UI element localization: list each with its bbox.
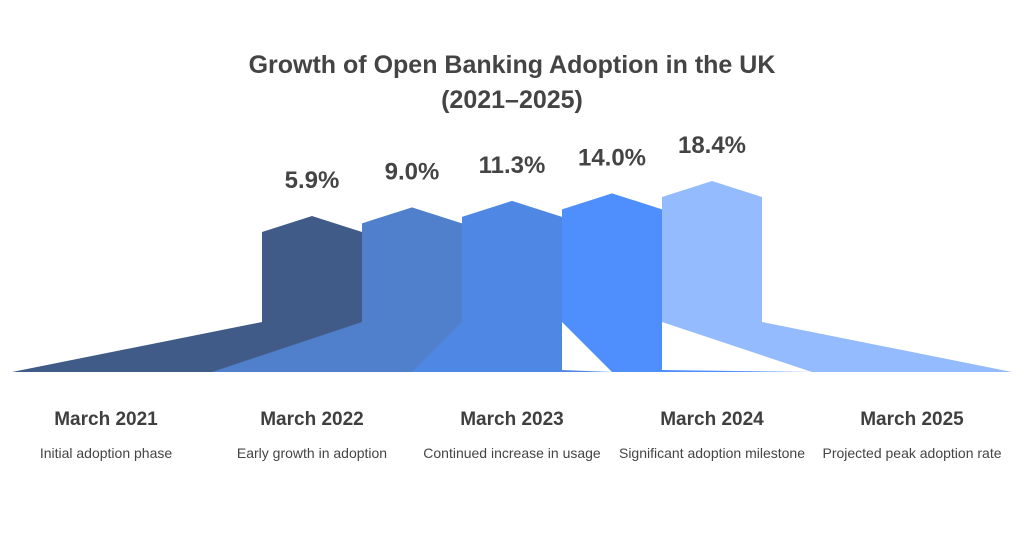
value-label-2: 9.0% <box>385 158 440 185</box>
bar-1 <box>12 216 362 372</box>
category-block-4: March 2024 Significant adoption milestone <box>617 406 807 463</box>
category-description: Significant adoption milestone <box>618 445 805 461</box>
category-description: Early growth in adoption <box>236 445 388 461</box>
value-label-3: 11.3% <box>479 152 546 179</box>
category-label: March 2024 <box>660 409 764 430</box>
value-label-4: 14.0% <box>578 144 646 171</box>
chart-title-line1: Growth of Open Banking Adoption in the U… <box>248 51 776 79</box>
value-label-1: 5.9% <box>285 167 340 194</box>
category-description: Projected peak adoption rate <box>822 445 1002 461</box>
bar-5 <box>662 181 1012 372</box>
value-label-5: 18.4% <box>678 132 746 159</box>
chart-title: Growth of Open Banking Adoption in the U… <box>0 48 1024 118</box>
category-label: March 2022 <box>260 409 364 430</box>
bar-4 <box>562 193 812 372</box>
category-description: Initial adoption phase <box>39 445 173 461</box>
category-label: March 2023 <box>460 409 564 430</box>
chart-title-line2: (2021–2025) <box>441 86 583 114</box>
category-block-5: March 2025 Projected peak adoption rate <box>817 406 1007 463</box>
category-label: March 2021 <box>54 409 158 430</box>
category-block-2: March 2022 Early growth in adoption <box>217 406 407 463</box>
category-block-3: March 2023 Continued increase in usage <box>417 406 607 463</box>
category-block-1: March 2021 Initial adoption phase <box>11 406 201 463</box>
category-label: March 2025 <box>860 409 964 430</box>
bar-2 <box>212 207 462 372</box>
category-description: Continued increase in usage <box>423 445 601 461</box>
